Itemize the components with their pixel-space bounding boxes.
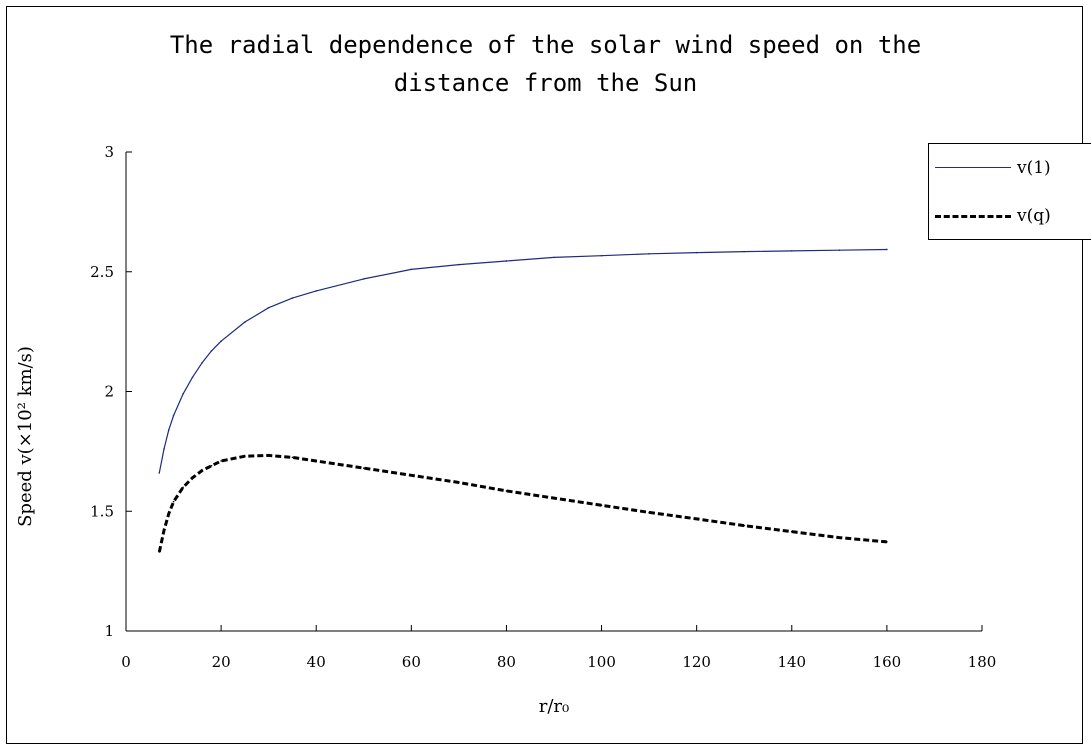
- data-point: [553, 256, 555, 259]
- data-point: [201, 361, 203, 364]
- x-tick-label: 100: [587, 653, 616, 671]
- legend: v(1) v(q): [928, 143, 1091, 240]
- data-point: [410, 474, 413, 477]
- data-point: [743, 524, 746, 527]
- data-point: [291, 297, 294, 299]
- x-axis-label: r/r₀: [539, 696, 570, 717]
- data-point: [163, 448, 165, 450]
- data-point: [244, 321, 246, 323]
- data-point: [790, 250, 793, 252]
- series-line: [158, 248, 887, 474]
- x-tick-label: 160: [873, 653, 902, 671]
- legend-label-vq: v(q): [1017, 206, 1051, 226]
- x-tick-label: 140: [777, 653, 806, 671]
- x-tick-label: 40: [307, 653, 326, 671]
- data-point: [163, 529, 165, 532]
- x-tick-label: 20: [212, 653, 231, 671]
- data-point: [410, 268, 413, 271]
- data-point: [505, 490, 508, 492]
- data-point: [267, 454, 270, 457]
- data-point: [505, 260, 508, 262]
- data-point: [220, 460, 222, 462]
- data-point: [600, 504, 603, 507]
- data-point: [838, 249, 841, 251]
- data-point: [362, 467, 365, 469]
- y-tick-label: 3: [104, 143, 114, 161]
- data-point: [790, 530, 793, 533]
- series-vq: [157, 453, 888, 553]
- data-point: [158, 472, 161, 474]
- legend-swatch-v1: [935, 167, 1011, 168]
- x-tick-label: 180: [968, 653, 997, 671]
- x-tick-label: 120: [682, 653, 711, 671]
- data-point: [315, 460, 318, 462]
- y-tick-label: 2.5: [90, 263, 114, 281]
- data-point: [244, 455, 246, 457]
- legend-item-vq: v(q): [935, 204, 1091, 228]
- data-point: [695, 518, 698, 520]
- data-point: [743, 250, 746, 253]
- legend-swatch-vq: [935, 215, 1011, 218]
- data-point: [191, 476, 194, 479]
- y-tick-label: 1: [104, 622, 114, 640]
- data-point: [172, 414, 175, 417]
- data-point: [182, 393, 184, 395]
- data-point: [168, 512, 170, 515]
- series-line: [157, 453, 888, 553]
- data-point: [291, 456, 294, 459]
- y-tick-label: 2: [104, 383, 114, 401]
- data-point: [210, 464, 213, 467]
- x-tick-label: 60: [402, 653, 421, 671]
- y-tick-label: 1.5: [90, 502, 114, 520]
- chart-title: The radial dependence of the solar wind …: [169, 31, 922, 97]
- data-point: [362, 278, 365, 280]
- y-ticks: 1 1.5 2 2.5 3: [90, 143, 132, 640]
- legend-label-v1: v(1): [1017, 158, 1051, 178]
- data-point: [168, 429, 170, 431]
- data-point: [172, 500, 175, 503]
- data-point: [886, 541, 888, 543]
- data-point: [838, 536, 841, 539]
- data-point: [648, 252, 650, 255]
- data-point: [267, 306, 270, 309]
- axes: [125, 152, 982, 632]
- y-axis-label: Speed v(×10² km/s): [15, 346, 36, 527]
- data-point: [695, 251, 698, 254]
- data-point: [600, 254, 603, 257]
- data-point: [315, 290, 318, 292]
- data-point: [553, 497, 555, 499]
- x-tick-label: 80: [497, 653, 516, 671]
- data-point: [210, 349, 213, 352]
- data-point: [648, 511, 650, 514]
- x-tick-label: 0: [121, 653, 131, 671]
- data-point: [458, 263, 460, 266]
- data-point: [158, 551, 161, 553]
- data-point: [201, 469, 203, 472]
- series-v1: [158, 248, 888, 474]
- x-ticks: 0 20 40 60 80 100 120 140 160 180: [121, 625, 996, 671]
- chart-frame: [6, 6, 1083, 744]
- data-point: [886, 248, 888, 251]
- data-point: [182, 486, 184, 489]
- series-layer: [157, 248, 888, 553]
- data-point: [220, 340, 222, 343]
- data-point: [191, 376, 194, 378]
- data-point: [458, 481, 460, 484]
- legend-item-v1: v(1): [935, 156, 1091, 180]
